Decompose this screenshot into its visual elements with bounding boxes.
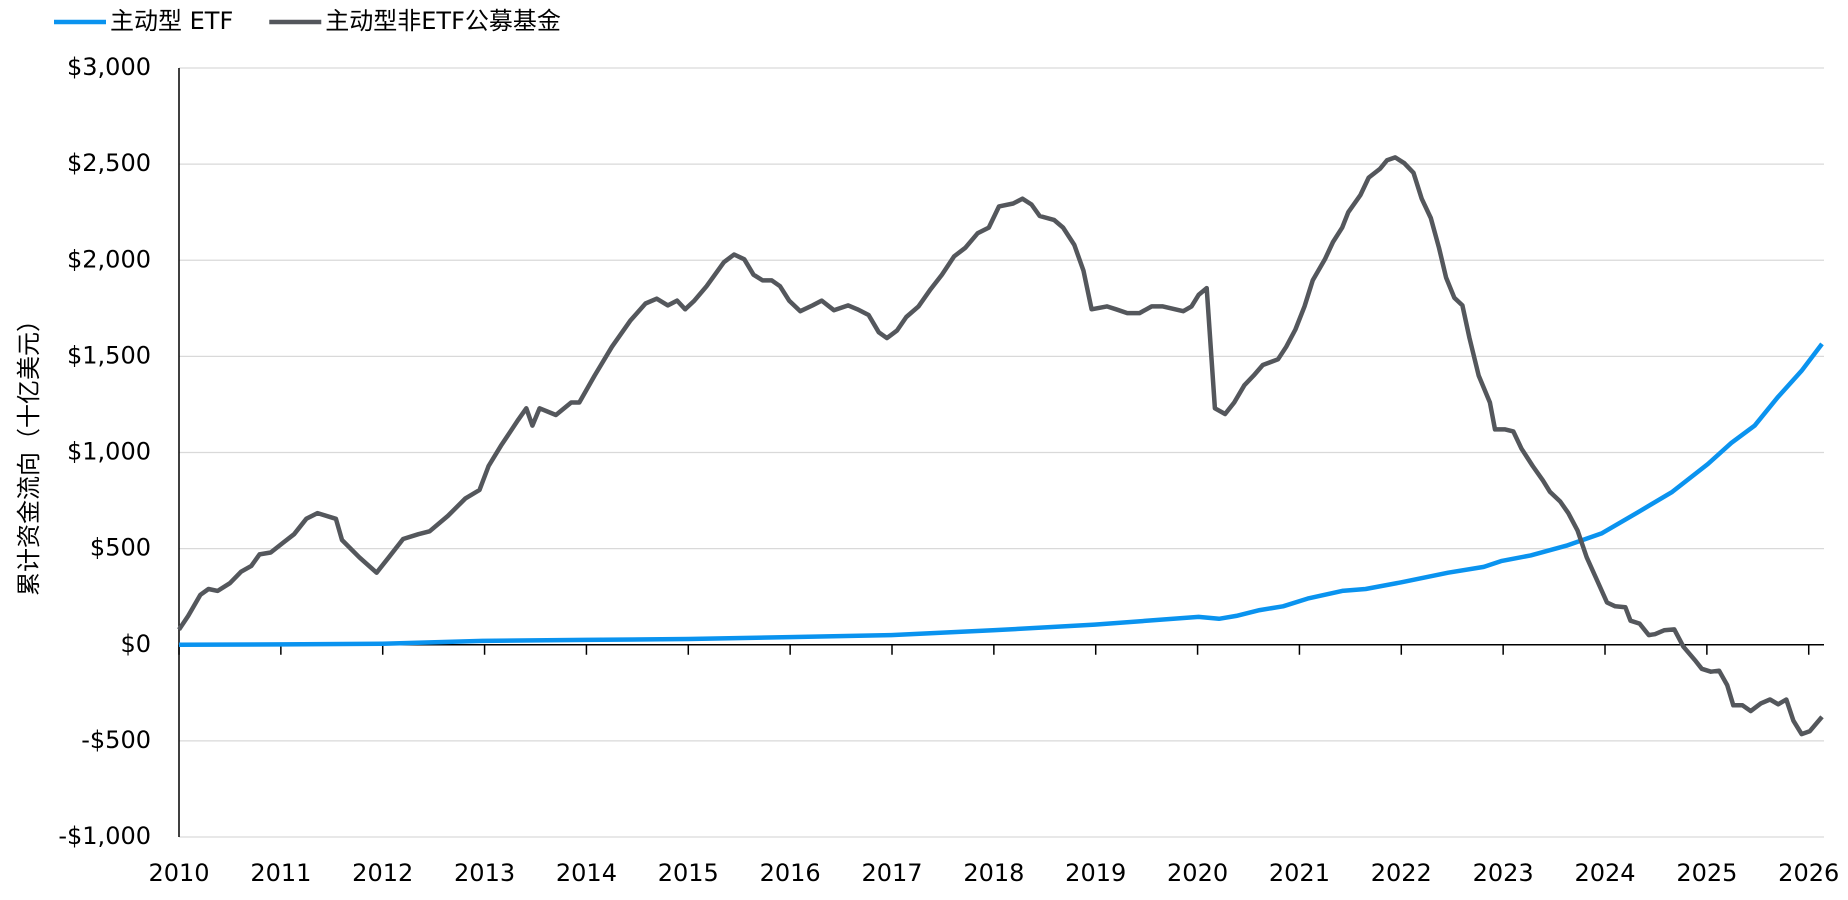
x-tick-label: 2019 [1065, 859, 1126, 887]
x-tick-label: 2016 [760, 859, 821, 887]
series-line [177, 155, 1824, 737]
x-tick-label: 2014 [556, 859, 617, 887]
y-tick-label: $1,000 [67, 438, 151, 466]
x-tick-label: 2023 [1473, 859, 1534, 887]
x-tick-label: 2011 [250, 859, 311, 887]
y-tick-label: $2,500 [67, 149, 151, 177]
x-tick-label: 2013 [454, 859, 515, 887]
x-tick-label: 2017 [861, 859, 922, 887]
y-tick-label: -$1,000 [58, 822, 151, 850]
x-tick-label: 2012 [352, 859, 413, 887]
y-axis-label: 累计资金流向（十亿美元） [15, 308, 43, 596]
legend-label: 主动型 ETF [110, 7, 233, 35]
y-tick-label: -$500 [81, 726, 151, 754]
y-tick-label: $0 [120, 630, 151, 658]
y-tick-label: $3,000 [67, 53, 151, 81]
x-tick-label: 2024 [1574, 859, 1635, 887]
y-tick-label: $500 [90, 534, 151, 562]
y-tick-label: $1,500 [67, 341, 151, 369]
x-tick-label: 2026 [1778, 859, 1839, 887]
x-tick-label: 2025 [1676, 859, 1737, 887]
x-tick-label: 2020 [1167, 859, 1228, 887]
x-tick-label: 2015 [658, 859, 719, 887]
x-tick-label: 2021 [1269, 859, 1330, 887]
series-line [178, 342, 1824, 648]
x-tick-label: 2010 [148, 859, 209, 887]
x-tick-label: 2018 [963, 859, 1024, 887]
y-tick-label: $2,000 [67, 245, 151, 273]
x-tick-label: 2022 [1371, 859, 1432, 887]
legend-label: 主动型非ETF公募基金 [325, 7, 561, 35]
